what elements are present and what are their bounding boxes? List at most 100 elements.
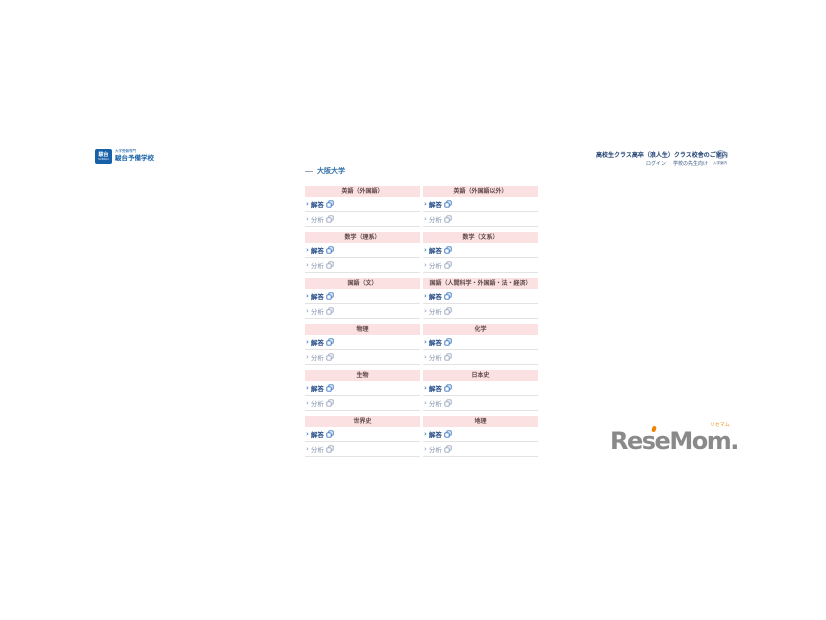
chevron-right-icon: › xyxy=(306,199,309,208)
answer-link-label: 解答 xyxy=(310,201,324,209)
logo-text: 大学受験専門 駿台予備学校 xyxy=(115,149,154,162)
analysis-link[interactable]: › 分析 xyxy=(305,212,420,227)
chevron-right-icon: › xyxy=(424,245,427,254)
chevron-right-icon: › xyxy=(306,214,309,223)
subject-cell: 日本史 › 解答 › 分析 xyxy=(423,370,538,411)
answer-link[interactable]: › 解答 xyxy=(305,335,420,350)
resemom-ruby: リセマム xyxy=(710,423,730,428)
teachers-link[interactable]: 学校の先生向け xyxy=(672,161,708,167)
subject-header: 地理 xyxy=(423,416,538,427)
chevron-right-icon: › xyxy=(306,337,309,346)
top-nav: 高校生クラス 高卒（浪人生）クラス 校舎のご案内 xyxy=(596,150,728,159)
entrance-info-icon xyxy=(715,150,725,159)
chevron-right-icon: › xyxy=(424,383,427,392)
analysis-link[interactable]: › 分析 xyxy=(423,212,538,227)
answer-link[interactable]: › 解答 xyxy=(305,381,420,396)
answer-link[interactable]: › 解答 xyxy=(423,427,538,442)
subject-header: 世界史 xyxy=(305,416,420,427)
answer-link[interactable]: › 解答 xyxy=(305,289,420,304)
answer-link[interactable]: › 解答 xyxy=(423,243,538,258)
new-window-icon xyxy=(444,200,452,208)
login-link[interactable]: ログイン xyxy=(645,161,666,167)
analysis-link-label: 分析 xyxy=(310,400,324,408)
analysis-link[interactable]: › 分析 xyxy=(305,350,420,365)
analysis-link[interactable]: › 分析 xyxy=(305,304,420,319)
new-window-icon xyxy=(326,200,334,208)
chevron-right-icon: › xyxy=(306,291,309,300)
new-window-icon xyxy=(444,215,452,223)
nav-campus-guide[interactable]: 校舎のご案内 xyxy=(691,152,728,159)
analysis-link[interactable]: › 分析 xyxy=(423,396,538,411)
answer-link[interactable]: › 解答 xyxy=(423,381,538,396)
new-window-icon xyxy=(326,445,334,453)
answer-link-label: 解答 xyxy=(428,339,442,347)
analysis-link[interactable]: › 分析 xyxy=(305,258,420,273)
chevron-right-icon: › xyxy=(424,214,427,223)
subject-cell: 英語（外国語以外） › 解答 › 分析 xyxy=(423,186,538,227)
university-title: 大阪大学 xyxy=(305,166,345,176)
analysis-link[interactable]: › 分析 xyxy=(305,442,420,457)
page-title: 大阪大学 xyxy=(317,167,345,175)
entrance-info-button[interactable]: 入学案内 xyxy=(711,150,729,166)
new-window-icon xyxy=(326,353,334,361)
chevron-right-icon: › xyxy=(424,291,427,300)
subject-cell: 数学（理系） › 解答 › 分析 xyxy=(305,232,420,273)
chevron-right-icon: › xyxy=(424,260,427,269)
logo-tagline: 大学受験専門 xyxy=(115,149,136,153)
chevron-right-icon: › xyxy=(306,444,309,453)
answer-link[interactable]: › 解答 xyxy=(423,197,538,212)
nav-graduate-class[interactable]: 高卒（浪人生）クラス xyxy=(631,152,692,159)
analysis-link[interactable]: › 分析 xyxy=(305,396,420,411)
answer-link[interactable]: › 解答 xyxy=(305,197,420,212)
new-window-icon xyxy=(444,384,452,392)
answer-link-label: 解答 xyxy=(310,431,324,439)
answer-link[interactable]: › 解答 xyxy=(423,335,538,350)
new-window-icon xyxy=(444,430,452,438)
resemom-watermark: リセマム ReseMom. xyxy=(610,423,739,460)
answer-link-label: 解答 xyxy=(310,247,324,255)
chevron-right-icon: › xyxy=(424,306,427,315)
chevron-right-icon: › xyxy=(424,352,427,361)
analysis-link-label: 分析 xyxy=(428,262,442,270)
answer-link-label: 解答 xyxy=(428,431,442,439)
new-window-icon xyxy=(326,307,334,315)
resemom-logo-right: Mom. xyxy=(669,427,739,455)
subject-header: 生物 xyxy=(305,370,420,381)
analysis-link[interactable]: › 分析 xyxy=(423,258,538,273)
nav-highschool-class[interactable]: 高校生クラス xyxy=(596,152,632,159)
analysis-link[interactable]: › 分析 xyxy=(423,304,538,319)
chevron-right-icon: › xyxy=(424,337,427,346)
resemom-logo-left: Rese xyxy=(610,427,671,455)
chevron-right-icon: › xyxy=(424,444,427,453)
subject-cell: 世界史 › 解答 › 分析 xyxy=(305,416,420,457)
new-window-icon xyxy=(326,246,334,254)
chevron-right-icon: › xyxy=(306,352,309,361)
chevron-right-icon: › xyxy=(424,429,427,438)
new-window-icon xyxy=(444,246,452,254)
subject-header: 数学（理系） xyxy=(305,232,420,243)
resemom-logo: ReseMom. xyxy=(610,427,739,455)
analysis-link[interactable]: › 分析 xyxy=(423,350,538,365)
answer-link[interactable]: › 解答 xyxy=(305,243,420,258)
sundai-logo[interactable]: 駿台 SUNDAI 大学受験専門 駿台予備学校 xyxy=(95,149,154,164)
subject-cell: 生物 › 解答 › 分析 xyxy=(305,370,420,411)
subject-header: 英語（外国語） xyxy=(305,186,420,197)
analysis-link-label: 分析 xyxy=(310,308,324,316)
answer-link-label: 解答 xyxy=(310,339,324,347)
new-window-icon xyxy=(326,261,334,269)
subject-grid: 英語（外国語） › 解答 › 分析 英語（外国語以外） › 解答 › 分析 xyxy=(305,186,538,457)
answer-link[interactable]: › 解答 xyxy=(423,289,538,304)
chevron-right-icon: › xyxy=(306,429,309,438)
sundai-logo-mark: 駿台 SUNDAI xyxy=(95,149,112,164)
utility-nav: ログイン 学校の先生向け xyxy=(596,160,708,167)
entrance-info-label: 入学案内 xyxy=(713,161,727,165)
chevron-right-icon: › xyxy=(306,306,309,315)
analysis-link[interactable]: › 分析 xyxy=(423,442,538,457)
new-window-icon xyxy=(326,430,334,438)
subject-cell: 英語（外国語） › 解答 › 分析 xyxy=(305,186,420,227)
analysis-link-label: 分析 xyxy=(310,446,324,454)
new-window-icon xyxy=(444,307,452,315)
chevron-right-icon: › xyxy=(306,245,309,254)
answer-link[interactable]: › 解答 xyxy=(305,427,420,442)
